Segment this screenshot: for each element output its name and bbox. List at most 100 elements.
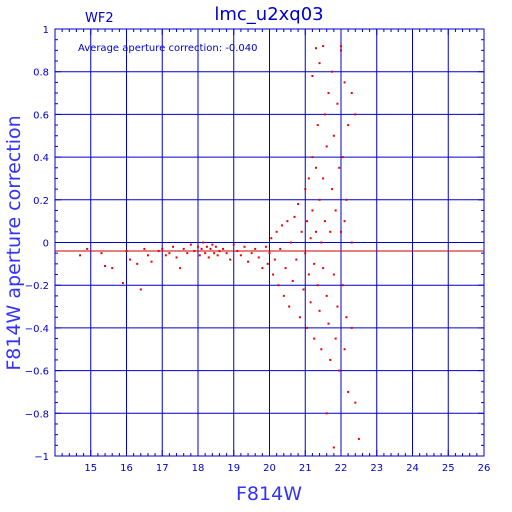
data-point	[332, 134, 335, 137]
data-point	[289, 241, 292, 244]
data-point	[197, 245, 199, 248]
data-point	[175, 256, 178, 259]
data-point	[320, 241, 323, 244]
data-point	[336, 102, 339, 105]
data-point	[204, 252, 207, 255]
data-point	[350, 241, 353, 244]
data-point	[313, 262, 316, 265]
data-point	[318, 62, 321, 65]
data-point	[327, 322, 330, 325]
chart-title: lmc_u2xq03	[214, 4, 323, 25]
data-point	[304, 252, 307, 255]
data-point	[300, 230, 303, 233]
y-tick-label: −0.2	[25, 281, 49, 292]
data-point	[316, 284, 319, 287]
data-point	[254, 247, 257, 250]
y-tick-label: 0.4	[33, 153, 49, 164]
data-point	[277, 284, 280, 287]
data-point	[225, 252, 228, 255]
data-point	[282, 294, 285, 297]
y-tick-label: 0.8	[33, 68, 49, 79]
data-point	[150, 260, 153, 263]
data-point	[309, 237, 312, 240]
data-point	[341, 156, 344, 159]
y-tick-label: −0.6	[25, 367, 49, 378]
x-tick-label: 22	[335, 463, 348, 474]
data-point	[168, 252, 171, 255]
data-point	[347, 124, 350, 127]
x-axis-label: F814W	[236, 483, 302, 505]
data-point	[340, 45, 342, 48]
average-correction-annotation: Average aperture correction: -0.040	[78, 43, 258, 54]
data-point	[341, 284, 344, 287]
data-point	[236, 250, 239, 253]
data-point	[343, 81, 346, 84]
data-point	[286, 220, 289, 223]
data-point	[322, 267, 325, 270]
data-point	[284, 267, 287, 270]
data-point	[322, 177, 325, 180]
data-point	[79, 254, 82, 257]
x-tick-label: 25	[442, 463, 455, 474]
data-point	[250, 252, 253, 255]
data-point	[161, 247, 164, 250]
data-point	[200, 247, 203, 250]
data-point	[104, 264, 107, 267]
y-tick-label: −0.8	[25, 409, 49, 420]
data-point	[281, 224, 284, 227]
data-point	[307, 273, 310, 276]
data-point	[331, 188, 334, 191]
data-point	[325, 412, 328, 415]
data-point	[320, 348, 323, 351]
data-point	[343, 348, 346, 351]
data-point	[338, 369, 341, 372]
data-point	[186, 252, 189, 255]
x-tick-label: 21	[299, 463, 312, 474]
x-tick-label: 26	[478, 463, 491, 474]
data-point	[216, 254, 219, 257]
data-point	[143, 247, 146, 250]
data-point	[266, 262, 269, 265]
data-point	[318, 309, 321, 312]
data-point	[247, 260, 250, 263]
data-point	[350, 92, 353, 95]
data-point	[268, 252, 271, 255]
panel-label: WF2	[85, 11, 114, 26]
data-point	[309, 301, 312, 304]
y-tick-label: 1	[43, 25, 49, 36]
data-point	[157, 250, 160, 253]
y-tick-label: 0.2	[33, 196, 49, 207]
data-point	[136, 262, 139, 265]
x-tick-label: 24	[406, 463, 419, 474]
data-point	[179, 267, 182, 270]
x-tick-label: 23	[370, 463, 383, 474]
data-point	[350, 326, 353, 329]
data-point	[218, 250, 221, 253]
data-point	[291, 279, 294, 282]
data-point	[121, 282, 124, 285]
data-point	[214, 245, 217, 248]
data-point	[332, 446, 335, 449]
data-point	[270, 237, 273, 240]
data-point	[213, 252, 216, 255]
data-point	[307, 177, 310, 180]
data-point	[298, 316, 301, 319]
data-point	[329, 230, 332, 233]
data-point	[340, 49, 342, 52]
data-point	[323, 113, 326, 116]
data-point	[311, 209, 314, 212]
x-tick-label: 19	[227, 463, 240, 474]
data-point	[202, 241, 205, 244]
data-point	[347, 390, 350, 393]
data-point	[205, 245, 208, 248]
data-point	[334, 209, 337, 212]
data-point	[325, 145, 328, 148]
data-point	[272, 273, 275, 276]
points-layer	[79, 45, 360, 449]
data-point	[314, 166, 317, 169]
data-point	[354, 113, 357, 116]
data-point	[279, 247, 282, 250]
data-point	[323, 220, 326, 223]
y-tick-label: −0.4	[25, 324, 49, 335]
